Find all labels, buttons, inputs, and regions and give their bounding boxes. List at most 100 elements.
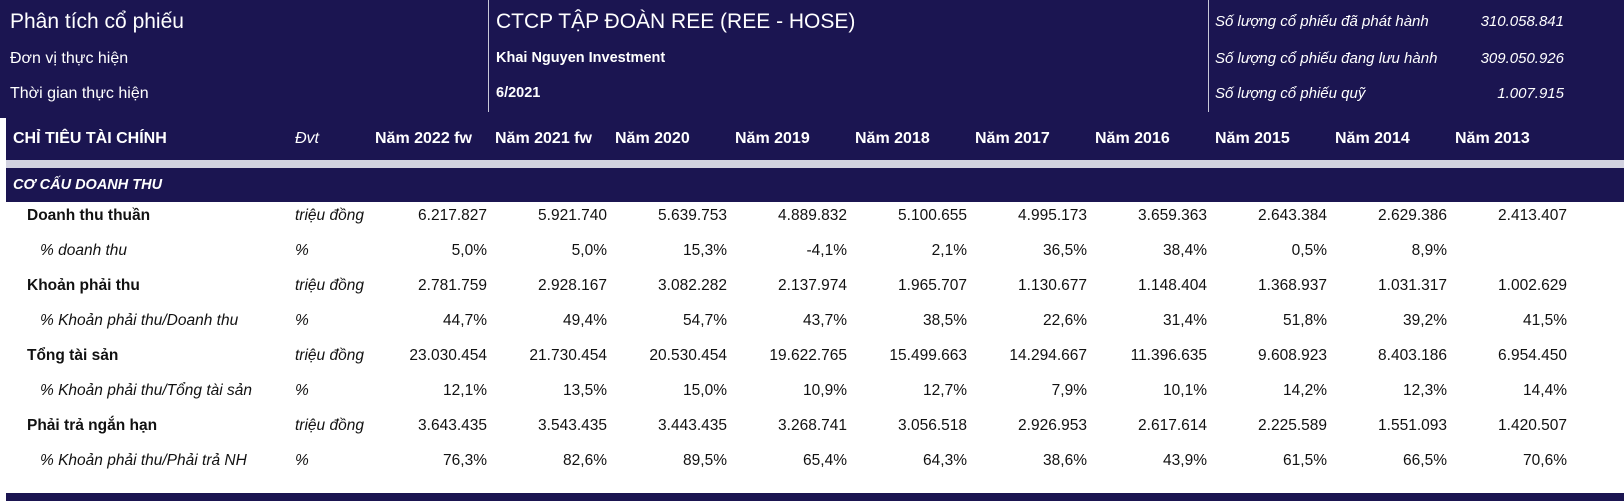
row-label: % doanh thu — [40, 242, 128, 259]
row-value: 1.420.507 — [1498, 417, 1567, 434]
row-value: 2,1% — [931, 242, 967, 259]
row-value: 2.781.759 — [418, 277, 487, 294]
row-value: 38,5% — [923, 312, 967, 329]
row-value: 2.643.384 — [1258, 207, 1327, 224]
row-value: 6.217.827 — [418, 207, 487, 224]
table-row: % Khoản phải thu/Tổng tài sản% 12,1% 13,5%… — [6, 374, 1624, 410]
row-value: 5,0% — [451, 242, 487, 259]
table-row: % Khoản phải thu/Phải trả NH% 76,3% 82,6% 8… — [6, 444, 1624, 480]
row-unit: % — [295, 312, 309, 329]
outstanding-shares-label: Số lượng cổ phiếu đang lưu hành — [1215, 50, 1438, 67]
row-value: 65,4% — [803, 452, 847, 469]
row-value: 21.730.454 — [529, 347, 607, 364]
row-value: 10,9% — [803, 382, 847, 399]
row-value: 41,5% — [1523, 312, 1567, 329]
col-year-header: Năm 2014 — [1335, 130, 1410, 147]
row-value: 1.130.677 — [1018, 277, 1087, 294]
row-value: 11.396.635 — [1130, 347, 1207, 364]
table-row: % Khoản phải thu/Doanh thu% 44,7% 49,4% 54,… — [6, 304, 1624, 340]
row-value: 4.889.832 — [778, 207, 847, 224]
issued-shares-value: 310.058.841 — [1480, 13, 1564, 30]
row-value: 19.622.765 — [769, 347, 847, 364]
row-value: 12,1% — [443, 382, 487, 399]
time-label: Thời gian thực hiện — [10, 85, 149, 102]
row-value: 2.629.386 — [1378, 207, 1447, 224]
row-unit: triệu đồng — [295, 207, 364, 224]
row-value: 76,3% — [443, 452, 487, 469]
table-header-row: CHỈ TIÊU TÀI CHÍNH Đvt Năm 2022 fw Năm 20… — [6, 118, 1624, 160]
unit-label: Đơn vị thực hiện — [10, 50, 129, 67]
row-value: 3.056.518 — [898, 417, 967, 434]
col-unit-header: Đvt — [295, 130, 319, 147]
row-value: 4.995.173 — [1018, 207, 1087, 224]
row-value: 36,5% — [1043, 242, 1087, 259]
row-value: 54,7% — [683, 312, 727, 329]
row-value: 38,4% — [1163, 242, 1207, 259]
row-value: 2.137.974 — [778, 277, 847, 294]
row-value: 8,9% — [1411, 242, 1447, 259]
row-value: 2.926.953 — [1018, 417, 1087, 434]
row-value: 1.551.093 — [1378, 417, 1447, 434]
row-value: 3.659.363 — [1138, 207, 1207, 224]
row-unit: triệu đồng — [295, 417, 364, 434]
row-label: % Khoản phải thu/Tổng tài sản — [40, 382, 252, 399]
col-year-header: Năm 2016 — [1095, 130, 1170, 147]
table-row: Doanh thu thuần triệu đồng 6.217.827 5.921.… — [6, 199, 1624, 235]
row-value: 39,2% — [1403, 312, 1447, 329]
row-value: 15.499.663 — [889, 347, 967, 364]
col-year-header: Năm 2022 fw — [375, 130, 472, 147]
unit-value: Khai Nguyen Investment — [496, 50, 666, 66]
row-value: 15,3% — [683, 242, 727, 259]
row-value: 10,1% — [1163, 382, 1207, 399]
row-label: % Khoản phải thu/Doanh thu — [40, 312, 239, 329]
header-divider-1 — [488, 0, 489, 112]
row-value: 38,6% — [1043, 452, 1087, 469]
row-value: 6.954.450 — [1498, 347, 1567, 364]
row-value: 5.639.753 — [658, 207, 727, 224]
row-value: 23.030.454 — [409, 347, 487, 364]
row-value: 22,6% — [1043, 312, 1087, 329]
row-value: 89,5% — [683, 452, 727, 469]
row-value: 2.928.167 — [538, 277, 607, 294]
row-value: 44,7% — [443, 312, 487, 329]
row-value: 43,9% — [1163, 452, 1207, 469]
row-value: 5.100.655 — [898, 207, 967, 224]
table-footer-bar — [6, 493, 1624, 501]
company-name: CTCP TẬP ĐOÀN REE (REE - HOSE) — [496, 10, 856, 33]
row-value: 66,5% — [1403, 452, 1447, 469]
row-value: 1.002.629 — [1498, 277, 1567, 294]
row-value: 9.608.923 — [1258, 347, 1327, 364]
col-year-header: Năm 2019 — [735, 130, 810, 147]
row-value: 5.921.740 — [538, 207, 607, 224]
row-value: 14,4% — [1523, 382, 1567, 399]
row-label: % Khoản phải thu/Phải trả NH — [40, 452, 247, 469]
row-label: Tổng tài sản — [27, 347, 119, 364]
header-divider-2 — [1208, 0, 1209, 112]
time-value: 6/2021 — [496, 85, 541, 101]
row-value: 51,8% — [1283, 312, 1327, 329]
row-unit: % — [295, 452, 309, 469]
table-row: Tổng tài sản triệu đồng 23.030.454 21.730.4… — [6, 339, 1624, 375]
treasury-shares-label: Số lượng cổ phiếu quỹ — [1215, 85, 1366, 102]
row-value: 3.268.741 — [778, 417, 847, 434]
row-unit: triệu đồng — [295, 277, 364, 294]
row-value: 5,0% — [571, 242, 607, 259]
left-margin — [0, 118, 6, 501]
col-year-header: Năm 2018 — [855, 130, 930, 147]
row-value: 64,3% — [923, 452, 967, 469]
col-year-header: Năm 2020 — [615, 130, 690, 147]
row-value: 14,2% — [1283, 382, 1327, 399]
row-value: 1.031.317 — [1378, 277, 1447, 294]
row-value: 70,6% — [1523, 452, 1567, 469]
report-title: Phân tích cổ phiếu — [10, 10, 184, 33]
row-value: 82,6% — [563, 452, 607, 469]
col-year-header: Năm 2015 — [1215, 130, 1290, 147]
treasury-shares-value: 1.007.915 — [1497, 85, 1564, 102]
row-value: 1.965.707 — [898, 277, 967, 294]
table-row: Khoản phải thu triệu đồng 2.781.759 2.928.1… — [6, 269, 1624, 305]
row-label: Khoản phải thu — [27, 277, 140, 294]
row-value: 12,3% — [1403, 382, 1447, 399]
row-value: 3.543.435 — [538, 417, 607, 434]
row-value: 2.617.614 — [1138, 417, 1207, 434]
row-value: 43,7% — [803, 312, 847, 329]
